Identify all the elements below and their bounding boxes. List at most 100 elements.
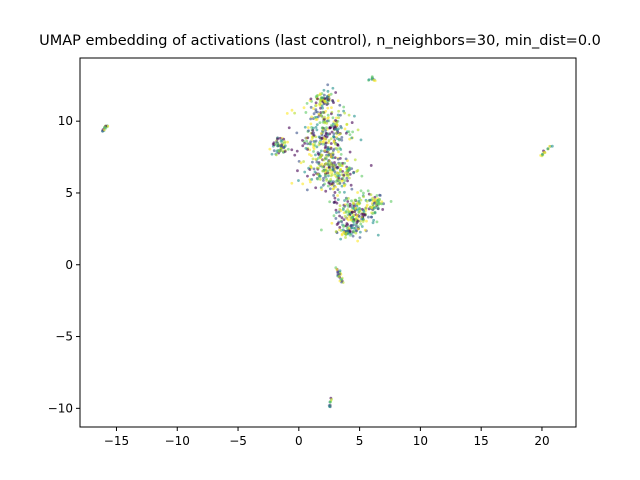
scatter-point-main-lower	[334, 217, 338, 220]
scatter-point-main-lower	[350, 216, 354, 220]
scatter-point-main-top	[339, 153, 343, 156]
scatter-point-low-arm	[347, 226, 351, 230]
scatter-point-main-top	[348, 150, 352, 154]
scatter-point-main-top	[339, 113, 342, 117]
scatter-point-main-mid	[337, 162, 341, 166]
scatter-point-main-mid	[322, 179, 325, 182]
scatter-point-main-lower	[348, 204, 352, 208]
scatter-point-main-mid	[303, 170, 307, 174]
scatter-point-main-lower	[336, 198, 340, 202]
scatter-point-main-mid	[326, 146, 330, 150]
scatter-point-main-lower	[357, 206, 361, 210]
scatter-point-main-mid	[317, 152, 320, 156]
scatter-point-main-top	[293, 111, 297, 115]
x-tick-label: 20	[534, 434, 549, 448]
scatter-point-main-top	[316, 110, 319, 114]
scatter-point-main-mid	[309, 165, 313, 169]
scatter-point-lower-tail	[335, 268, 339, 271]
scatter-point-main-top	[301, 144, 305, 148]
scatter-point-main-lower	[354, 217, 358, 221]
scatter-point-right-arm	[372, 201, 376, 205]
scatter-point-main-lower	[360, 207, 364, 211]
scatter-point-main-top	[320, 136, 324, 140]
scatter-point-main-mid	[369, 164, 373, 167]
scatter-point-main-lower	[346, 208, 350, 211]
scatter-point-main-top	[329, 142, 333, 145]
scatter-point-main-top	[309, 140, 313, 144]
scatter-point-main-mid	[320, 162, 324, 166]
scatter-point-main-lower	[352, 223, 356, 226]
scatter-point-main-top	[329, 112, 333, 116]
scatter-point-main-mid	[346, 179, 349, 183]
scatter-point-main-mid	[345, 176, 349, 180]
scatter-point-main-mid	[331, 165, 335, 169]
scatter-point-main-top	[295, 149, 299, 153]
scatter-point-low-arm	[355, 229, 359, 233]
scatter-point-main-lower	[358, 201, 362, 205]
scatter-point-upper-knot	[314, 103, 318, 107]
scatter-point-main-top	[348, 137, 352, 141]
scatter-point-right-arm	[381, 208, 385, 211]
scatter-point-main-mid	[332, 168, 335, 171]
scatter-point-main-lower	[335, 211, 338, 215]
scatter-point-main-lower	[362, 195, 365, 199]
scatter-point-main-top	[344, 157, 348, 161]
scatter-point-main-top	[303, 142, 307, 145]
scatter-point-main-top	[334, 119, 337, 122]
scatter-point-main-top	[335, 116, 338, 120]
scatter-point-low-arm	[358, 230, 362, 234]
scatter-point-main-lower	[330, 221, 334, 225]
scatter-point-main-mid	[340, 184, 344, 188]
scatter-point-main-mid	[334, 180, 338, 183]
scatter-point-lower-tail	[340, 277, 344, 281]
x-tick-label: −10	[165, 434, 190, 448]
scatter-point-upper-knot	[318, 100, 322, 104]
scatter-point-main-top	[302, 160, 305, 163]
scatter-point-main-top	[321, 110, 325, 114]
scatter-point-main-lower	[335, 223, 339, 226]
scatter-point-main-top	[334, 91, 338, 94]
scatter-point-main-mid	[328, 187, 332, 191]
scatter-point-main-lower	[370, 215, 373, 219]
scatter-point-low-arm	[352, 226, 356, 230]
scatter-point-right-arm	[371, 196, 375, 200]
scatter-point-main-mid	[318, 178, 322, 181]
scatter-point-main-mid	[343, 161, 347, 165]
scatter-point-main-mid	[305, 188, 309, 192]
scatter-point-main-lower	[354, 224, 358, 228]
scatter-point-main-top	[314, 135, 318, 139]
scatter-point-main-top	[325, 121, 329, 125]
scatter-point-main-top	[356, 128, 360, 132]
scatter-point-main-top	[338, 132, 342, 136]
scatter-point-main-mid	[326, 169, 330, 173]
scatter-point-main-mid	[332, 194, 336, 197]
scatter-point-main-lower	[361, 217, 365, 221]
scatter-point-main-mid	[324, 161, 328, 165]
scatter-point-main-top	[324, 109, 328, 113]
scatter-point-main-top	[351, 130, 355, 134]
scatter-point-main-top	[321, 126, 324, 129]
scatter-point-low-arm	[334, 230, 338, 233]
scatter-point-main-mid	[317, 162, 321, 166]
scatter-point-main-mid	[328, 168, 332, 172]
scatter-point-main-top	[309, 142, 312, 146]
scatter-point-main-lower	[363, 212, 366, 216]
scatter-point-main-top	[323, 121, 327, 125]
scatter-point-main-mid	[326, 184, 330, 188]
scatter-point-lower-tail	[338, 279, 342, 283]
scatter-point-main-lower	[355, 208, 359, 212]
scatter-point-low-arm	[340, 232, 344, 236]
scatter-point-main-mid	[325, 166, 329, 170]
scatter-point-main-top	[329, 137, 333, 141]
scatter-point-right-arm	[376, 207, 380, 211]
scatter-point-main-lower	[336, 194, 339, 197]
scatter-point-main-lower	[359, 198, 363, 202]
scatter-point-left-lobe	[282, 137, 286, 141]
scatter-point-main-top	[311, 157, 315, 161]
scatter-point-top-right	[370, 75, 374, 79]
scatter-point-low-arm	[345, 227, 349, 230]
scatter-point-main-lower	[365, 205, 369, 208]
scatter-point-upper-knot	[320, 104, 324, 108]
scatter-point-lower-tail	[338, 272, 341, 276]
scatter-point-main-mid	[297, 179, 300, 182]
